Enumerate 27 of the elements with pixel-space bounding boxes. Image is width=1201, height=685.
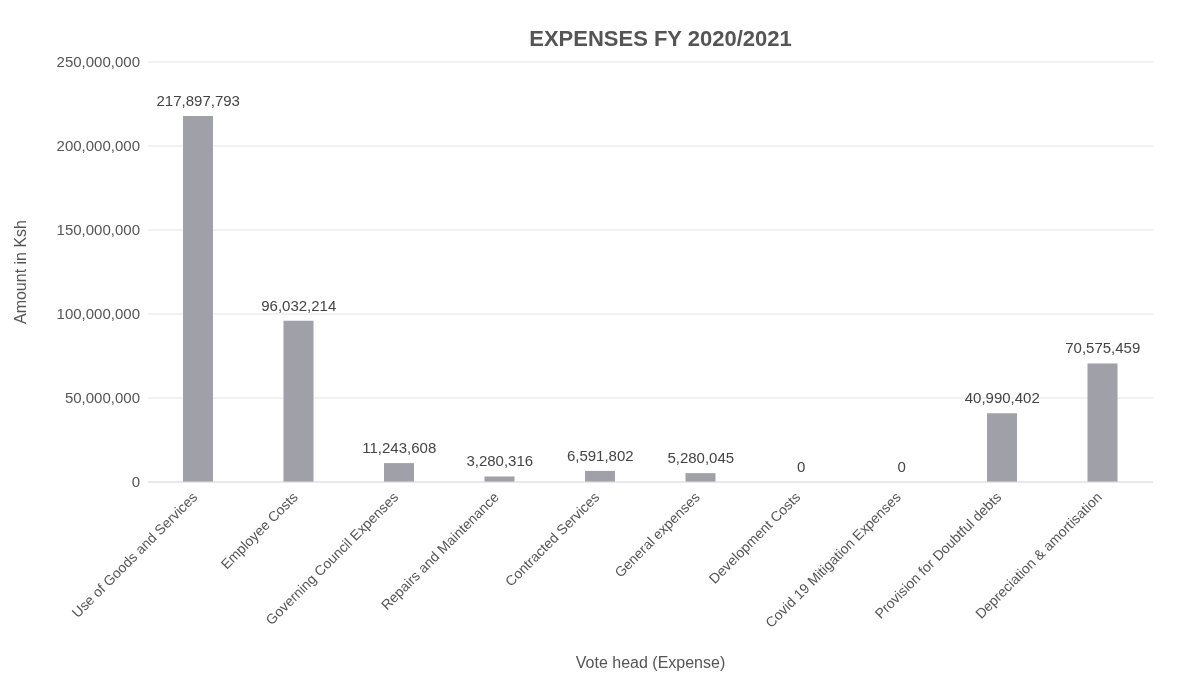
bar: [484, 476, 515, 482]
bar: [183, 115, 213, 482]
bar: [384, 463, 414, 482]
data-label: 70,575,459: [1065, 339, 1141, 357]
y-tick-label: 50,000,000: [64, 389, 140, 407]
data-label: 217,897,793: [156, 91, 240, 109]
y-tick-label: 0: [131, 473, 140, 491]
y-tick-label: 200,000,000: [56, 137, 140, 155]
bar: [283, 320, 314, 482]
bar: [987, 413, 1017, 482]
bar: [685, 473, 716, 482]
y-tick-label: 150,000,000: [56, 221, 140, 239]
data-label: 11,243,608: [362, 439, 437, 457]
y-tick-label: 100,000,000: [56, 305, 140, 323]
data-label: 3,280,316: [466, 452, 534, 470]
bar: [1087, 363, 1118, 482]
data-label: 5,280,045: [667, 449, 735, 467]
x-axis-title: Vote head (Expense): [575, 654, 726, 671]
data-label: 40,990,402: [964, 389, 1040, 407]
bar: [585, 470, 615, 482]
data-label: 0: [797, 458, 806, 475]
y-tick-label: 250,000,000: [56, 53, 140, 71]
data-label: 96,032,214: [261, 296, 337, 314]
data-label: 6,591,802: [566, 446, 634, 464]
y-axis-title: Amount in Ksh: [11, 219, 29, 325]
data-label: 0: [897, 458, 906, 475]
chart-title: EXPENSES FY 2020/2021: [528, 25, 793, 52]
